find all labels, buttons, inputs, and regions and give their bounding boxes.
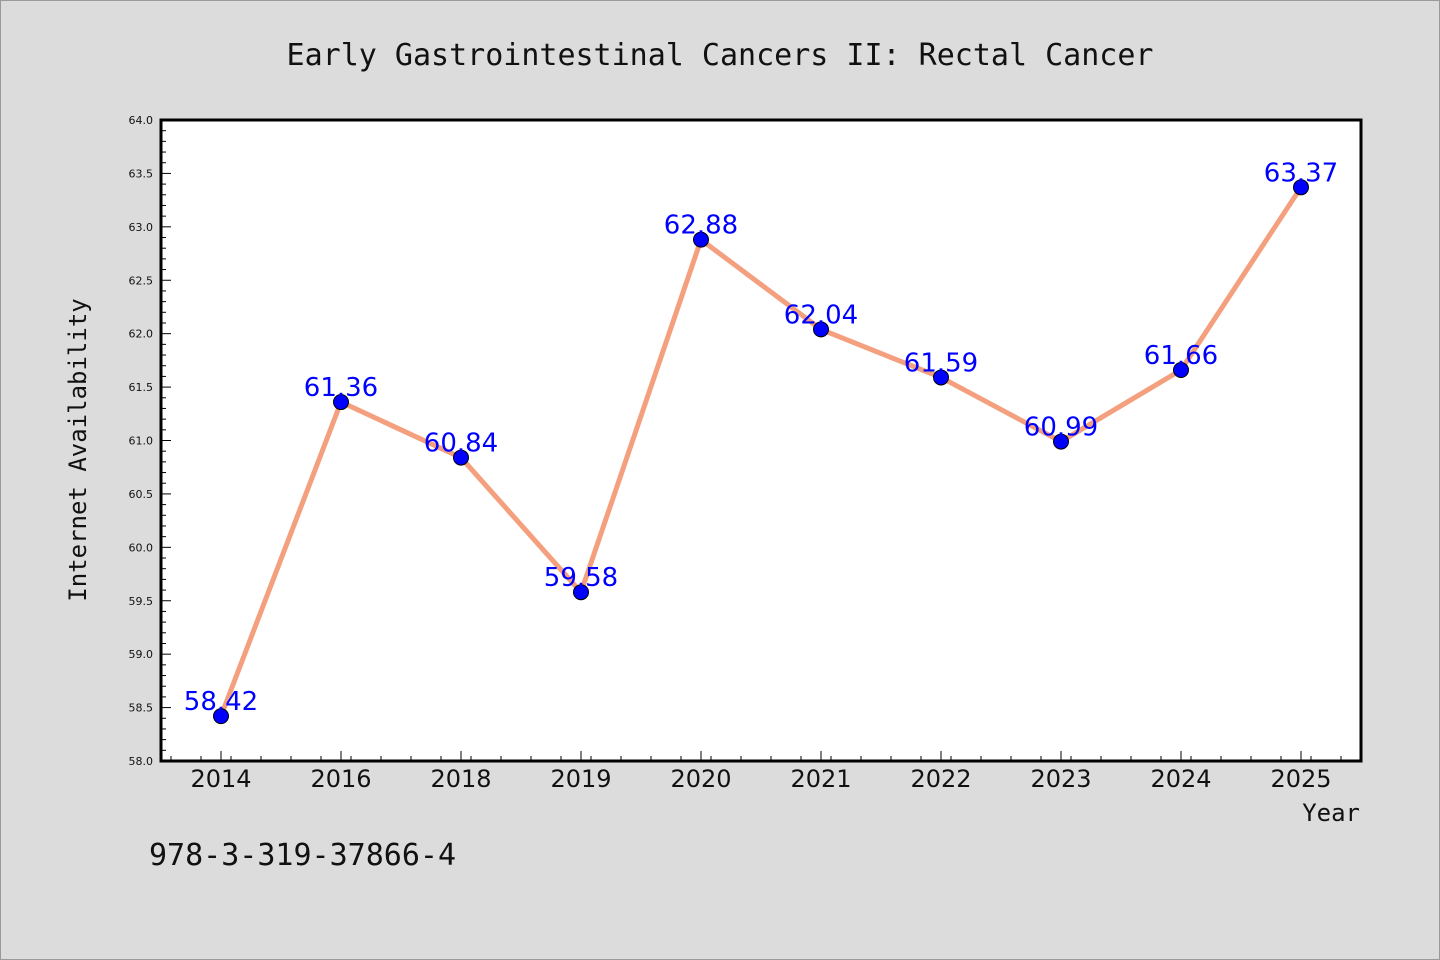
x-tick-label: 2018 xyxy=(430,765,491,793)
y-tick-label: 61.0 xyxy=(129,435,154,448)
data-point xyxy=(1053,433,1069,450)
data-points xyxy=(213,179,1309,725)
data-label: 62.04 xyxy=(784,300,858,330)
data-point xyxy=(1173,361,1189,378)
x-axis: 2014 2016 2018 2019 2020 2021 2022 2023 2024 2025 xyxy=(170,751,1342,793)
data-point xyxy=(453,449,469,466)
y-tick-label: 59.0 xyxy=(129,648,154,661)
data-label: 58.42 xyxy=(184,687,258,717)
data-label: 62.88 xyxy=(664,211,738,241)
data-point xyxy=(693,231,709,248)
y-axis-label: Internet Availability xyxy=(64,298,92,601)
data-label: 59.58 xyxy=(544,563,618,593)
y-tick-label: 63.5 xyxy=(129,167,154,180)
isbn-text: 978-3-319-37866-4 xyxy=(149,838,456,873)
y-tick-label: 60.5 xyxy=(129,488,154,501)
data-point xyxy=(213,708,229,725)
y-axis: 58.0 58.5 59.0 59.5 60.0 60.5 61.0 61.5 62.0 62.5… xyxy=(129,114,171,768)
chart-title: Early Gastrointestinal Cancers II: Recta… xyxy=(287,38,1154,73)
data-label: 60.99 xyxy=(1024,413,1098,443)
y-tick-label: 62.5 xyxy=(129,274,154,287)
data-label: 61.66 xyxy=(1144,341,1218,371)
x-tick-label: 2024 xyxy=(1150,765,1211,793)
series-line xyxy=(218,184,1304,719)
x-tick-label: 2020 xyxy=(670,765,731,793)
data-labels: 58.42 61.36 60.84 59.58 62.88 62.04 61.59 60.99… xyxy=(184,158,1338,717)
y-tick-label: 58.5 xyxy=(129,702,154,715)
y-tick-label: 59.5 xyxy=(129,595,154,608)
data-point xyxy=(933,369,949,386)
data-label: 61.59 xyxy=(904,348,978,378)
x-tick-label: 2025 xyxy=(1270,765,1331,793)
y-tick-label: 58.0 xyxy=(129,755,154,768)
data-point xyxy=(813,321,829,338)
data-label: 61.36 xyxy=(304,373,378,403)
y-tick-label: 64.0 xyxy=(129,114,154,127)
plot-area xyxy=(159,118,1363,763)
y-tick-label: 63.0 xyxy=(129,221,154,234)
x-tick-label: 2023 xyxy=(1030,765,1091,793)
data-label: 63.37 xyxy=(1264,158,1338,188)
data-point xyxy=(333,394,349,411)
data-label: 60.84 xyxy=(424,429,498,459)
data-point xyxy=(573,584,589,601)
y-tick-label: 61.5 xyxy=(129,381,154,394)
y-tick-label: 62.0 xyxy=(129,328,154,341)
x-tick-label: 2016 xyxy=(310,765,371,793)
x-tick-label: 2014 xyxy=(190,765,251,793)
x-tick-label: 2022 xyxy=(910,765,971,793)
x-axis-label: Year xyxy=(1302,799,1360,827)
y-tick-label: 60.0 xyxy=(129,541,154,554)
x-tick-label: 2019 xyxy=(550,765,611,793)
x-tick-label: 2021 xyxy=(790,765,851,793)
data-point xyxy=(1293,179,1309,196)
